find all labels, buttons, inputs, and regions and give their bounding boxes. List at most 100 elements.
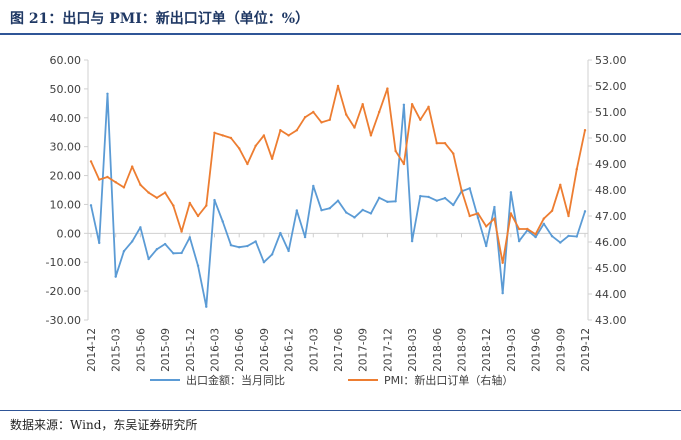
x-tick-label: 2017-09 (358, 328, 370, 372)
series-1-point (476, 216, 480, 219)
series-2-point (485, 225, 488, 228)
x-tick-label: 2019-06 (531, 328, 543, 372)
x-tick-label: 2015-06 (135, 328, 147, 372)
series-1-point (122, 250, 126, 253)
series-2-point (130, 165, 134, 168)
series-1-point (238, 246, 241, 249)
chart-plot: -30.00 -20.00 -10.00 0.00 10.00 20.00 30.00 40.… (46, 54, 627, 387)
series-1-point (163, 242, 167, 246)
series-2-point (493, 217, 496, 220)
series-2-point (410, 103, 414, 106)
series-2-point (270, 157, 274, 160)
series-1-point (98, 241, 101, 245)
series-2-point (213, 131, 216, 134)
left-tick-label: -20.00 (46, 285, 81, 298)
series-2-point (443, 142, 447, 145)
x-tick-label: 2019-03 (506, 328, 518, 372)
x-tick-label: 2015-09 (160, 328, 172, 372)
series-2-point (336, 84, 340, 88)
series-1-point (377, 196, 381, 199)
series-2-point (468, 214, 471, 218)
left-tick-label: 20.00 (50, 170, 82, 183)
x-tick-label: 2014-12 (86, 328, 98, 372)
series-2-point (369, 134, 373, 137)
series-2-point (328, 118, 331, 122)
x-tick-label: 2019-12 (580, 328, 592, 372)
series-1-point (196, 264, 200, 267)
series-1-point (345, 211, 348, 214)
left-tick-label: -30.00 (46, 314, 81, 327)
series-2-point (476, 212, 480, 215)
series-1-point (509, 191, 513, 194)
series-1-point (452, 203, 455, 207)
x-tick-label: 2019-09 (555, 328, 567, 372)
series-2-point (238, 147, 241, 150)
series-1-point (279, 231, 282, 235)
series-2-point (303, 116, 307, 119)
series-2-point (394, 149, 397, 153)
x-tick-label: 2016-12 (284, 328, 296, 372)
series-1-point (254, 240, 257, 243)
series-1-point (485, 244, 488, 248)
series-1-point (270, 253, 274, 256)
right-tick-label: 48.00 (595, 184, 627, 197)
series-2-point (279, 129, 282, 132)
x-tick-label: 2018-03 (407, 328, 419, 372)
series-1-point (205, 305, 208, 308)
series-2-point (106, 175, 109, 179)
series-1-point (320, 209, 323, 212)
source-divider (0, 410, 681, 411)
right-tick-label: 46.00 (595, 236, 627, 249)
series-1-point (550, 235, 554, 238)
series-2-point (89, 160, 93, 163)
series-2-point (435, 142, 438, 145)
series-1-point (130, 240, 134, 243)
series-1-point (229, 243, 233, 247)
series-2-point (559, 183, 562, 186)
x-tick-label: 2018-09 (457, 328, 469, 372)
series-1-point (361, 208, 364, 212)
series-1-point (468, 187, 471, 190)
series-1-point (427, 195, 430, 199)
series-1-point (353, 216, 356, 219)
series-1-point (583, 210, 587, 213)
series-1-point (542, 222, 546, 225)
series-1-point (172, 252, 175, 255)
series-1-point (303, 235, 307, 239)
series-2-point (377, 110, 381, 114)
series-2-point (526, 227, 529, 231)
series-1-point (213, 198, 216, 202)
right-tick-label: 44.00 (595, 288, 627, 301)
series-1-point (287, 249, 290, 253)
series-1-point (312, 184, 315, 188)
series-2-point (262, 134, 266, 137)
x-tick-label: 2017-03 (308, 328, 320, 372)
series-1-point (386, 200, 389, 204)
x-tick-label: 2016-06 (234, 328, 246, 372)
series-1-point (394, 200, 397, 203)
series-2-point (550, 209, 554, 212)
series-1-point (493, 205, 496, 209)
right-tick-label: 51.00 (595, 106, 627, 119)
legend-label-2: PMI：新出口订单（右轴） (384, 373, 513, 387)
left-tick-label: -10.00 (46, 256, 81, 269)
series-2-point (386, 87, 389, 90)
series-2-point (205, 204, 208, 207)
series-1-point (419, 194, 422, 198)
series-2-point (163, 191, 167, 194)
series-2-point (246, 162, 249, 166)
series-2-point (567, 214, 570, 218)
left-tick-label: 10.00 (50, 198, 82, 211)
x-tick-label: 2015-03 (111, 328, 123, 372)
chart-title: 图 21：出口与 PMI：新出口订单（单位：%） (10, 11, 310, 27)
series-2-point (517, 227, 521, 231)
x-tick-label: 2016-03 (210, 328, 222, 372)
series-1-point (114, 275, 117, 278)
series-1-point (567, 234, 570, 238)
series-2-point (287, 134, 290, 137)
source-note: 数据来源：Wind，东吴证券研究所 (10, 418, 198, 432)
series-1-point (534, 235, 537, 239)
x-tick-label: 2015-12 (185, 328, 197, 372)
series-2-point (147, 191, 150, 194)
right-tick-label: 50.00 (595, 132, 627, 145)
